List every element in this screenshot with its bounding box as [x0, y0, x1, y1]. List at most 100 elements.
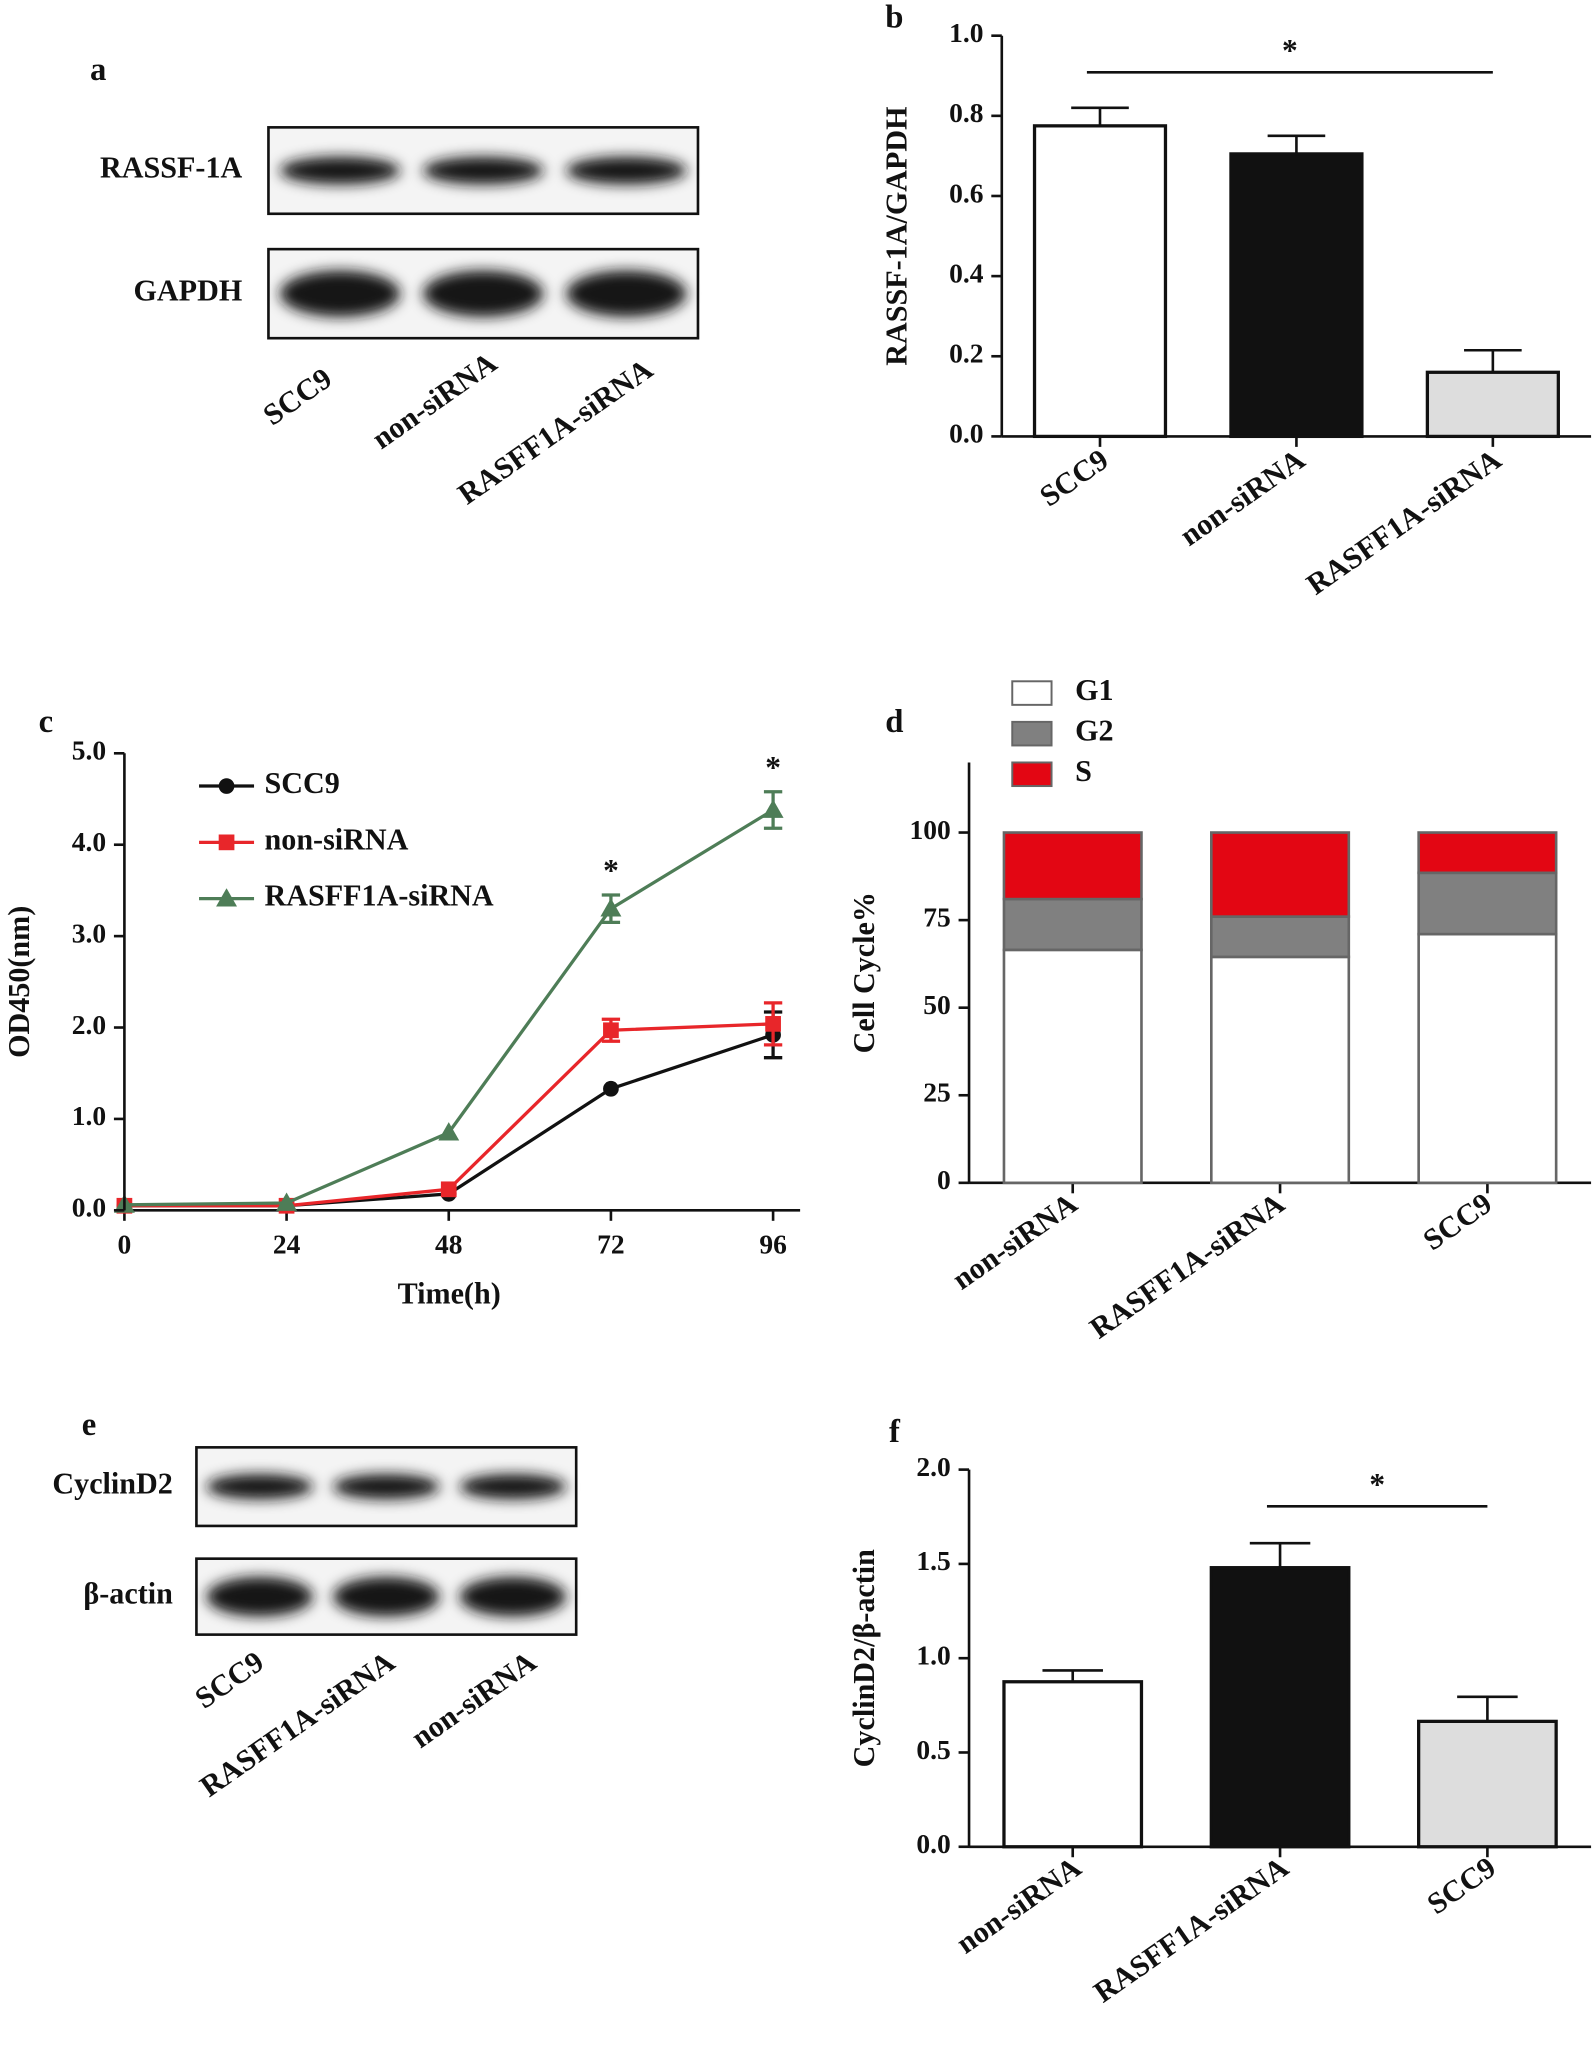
x-tick-label: non-siRNA: [946, 1186, 1084, 1297]
series-line: [124, 1022, 774, 1208]
y-tick-label: 0.0: [72, 1192, 106, 1223]
blot-band: [566, 270, 687, 317]
y-tick-label: 0.0: [916, 1828, 950, 1859]
significance-label: *: [603, 853, 619, 888]
bar-segment: [1002, 948, 1143, 1185]
y-tick-label: 5.0: [72, 735, 106, 766]
series-line: [124, 808, 774, 1207]
x-tick-label: 48: [435, 1228, 463, 1259]
panel-label: c: [39, 704, 54, 740]
bar: [1417, 1719, 1558, 1849]
x-tick-label: non-siRNA: [1174, 442, 1312, 553]
y-tick-label: 0.8: [949, 97, 983, 128]
legend-label: SCC9: [265, 766, 340, 800]
legend-label: non-siRNA: [265, 822, 409, 856]
bar: [1002, 1680, 1144, 1849]
y-axis-label: OD450(nm): [2, 906, 36, 1058]
significance-label: *: [1369, 1467, 1385, 1502]
legend-marker: [218, 834, 235, 851]
y-tick-label: 3.0: [72, 917, 106, 948]
point: [600, 898, 622, 917]
y-tick-label: 1.0: [72, 1100, 106, 1131]
y-tick-label: 1.0: [916, 1640, 950, 1671]
y-tick-label: 0.5: [916, 1734, 950, 1765]
y-tick-label: 1.0: [949, 17, 983, 48]
legend-swatch: [1011, 761, 1053, 788]
x-tick-label: RASFF1A-siRNA: [1300, 442, 1507, 601]
panel-label: b: [885, 0, 903, 35]
point: [440, 1181, 457, 1198]
x-tick-label: RASFF1A-siRNA: [1083, 1186, 1290, 1345]
bar-segment: [1002, 897, 1143, 952]
point: [276, 1192, 298, 1211]
y-tick-label: 0: [937, 1164, 951, 1195]
blot-band: [459, 1474, 567, 1500]
row-label: RASSF-1A: [100, 150, 242, 184]
bar-segment: [1417, 831, 1558, 875]
y-tick-label: 0.0: [949, 418, 983, 449]
blot-band: [333, 1576, 440, 1617]
legend-label: S: [1075, 754, 1092, 788]
x-axis-label: Time(h): [398, 1277, 501, 1311]
x-tick-label: RASFF1A-siRNA: [1087, 1850, 1294, 2009]
y-tick-label: 1.5: [916, 1545, 950, 1576]
blot-band: [206, 1474, 313, 1500]
blot-band: [206, 1576, 313, 1617]
legend-marker: [218, 778, 235, 794]
panel-label: e: [82, 1407, 97, 1443]
row-label: GAPDH: [134, 274, 243, 308]
y-tick-label: 0.2: [949, 338, 983, 369]
lane-label: SCC9: [257, 361, 338, 432]
x-tick-label: SCC9: [1033, 442, 1114, 513]
bar-segment: [1210, 831, 1351, 918]
y-tick-label: 0.6: [949, 177, 983, 208]
legend-swatch: [1011, 680, 1053, 706]
point: [438, 1122, 460, 1141]
panel-label: a: [90, 52, 106, 88]
x-tick-label: 72: [597, 1228, 625, 1259]
y-axis-label: Cell Cycle%: [847, 892, 881, 1053]
lane-label: non-siRNA: [405, 1644, 543, 1755]
y-tick-label: 2.0: [916, 1451, 950, 1482]
y-tick-label: 50: [923, 989, 951, 1020]
y-tick-label: 25: [923, 1077, 951, 1108]
y-axis-label: CyclinD2/β-actin: [847, 1549, 881, 1768]
blot-band: [423, 270, 544, 317]
legend-marker: [216, 888, 238, 907]
significance-label: *: [765, 750, 781, 785]
legend-label: RASFF1A-siRNA: [265, 879, 494, 913]
bar-segment: [1417, 871, 1558, 936]
legend-label: G2: [1075, 714, 1113, 748]
legend-label: G1: [1075, 673, 1113, 707]
x-tick-label: SCC9: [1417, 1186, 1498, 1257]
x-tick-label: non-siRNA: [950, 1850, 1088, 1961]
blot-band: [459, 1576, 567, 1617]
bar-segment: [1002, 831, 1143, 901]
point: [603, 1022, 619, 1039]
bar: [1229, 152, 1364, 439]
y-tick-label: 100: [909, 814, 950, 845]
bar: [1032, 124, 1168, 439]
row-label: β-actin: [83, 1577, 173, 1611]
x-tick-label: 96: [759, 1228, 787, 1259]
blot-band: [566, 156, 687, 185]
panel-label: f: [889, 1414, 901, 1450]
x-tick-label: SCC9: [1421, 1850, 1502, 1921]
x-tick-label: 24: [273, 1228, 301, 1259]
significance-label: *: [1282, 33, 1298, 68]
point: [765, 1016, 781, 1032]
point: [762, 799, 784, 818]
bar-segment: [1210, 955, 1351, 1185]
bar-segment: [1417, 932, 1558, 1185]
point: [603, 1080, 619, 1097]
legend-swatch: [1011, 720, 1053, 747]
lane-label: non-siRNA: [366, 345, 504, 456]
y-tick-label: 4.0: [72, 826, 106, 857]
series-line: [124, 1033, 774, 1208]
y-tick-label: 75: [923, 901, 951, 932]
blot-band: [279, 156, 401, 185]
row-label: CyclinD2: [52, 1467, 172, 1501]
bar: [1209, 1566, 1351, 1849]
